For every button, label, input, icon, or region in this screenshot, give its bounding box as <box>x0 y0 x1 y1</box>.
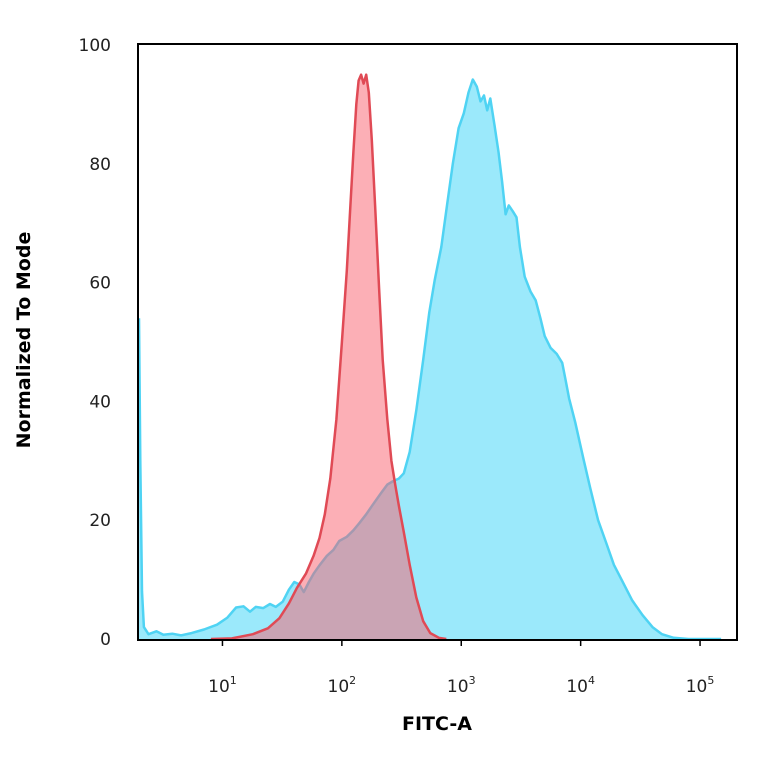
x-tick-label: 105 <box>686 674 715 697</box>
x-tick-base: 10 <box>566 677 588 697</box>
plot-frame <box>137 43 738 641</box>
y-axis-ticks: 0 20 40 60 80 100 <box>79 36 111 650</box>
series-1-area <box>139 79 722 639</box>
x-tick-label: 101 <box>208 674 237 697</box>
y-tick-label: 0 <box>100 630 111 650</box>
x-tick-base: 10 <box>447 677 469 697</box>
y-tick-label: 40 <box>89 392 111 412</box>
x-tick-label: 102 <box>328 674 357 697</box>
x-tick-exponent: 5 <box>707 674 714 687</box>
x-tick-exponent: 3 <box>469 674 476 687</box>
x-tick-exponent: 2 <box>349 674 356 687</box>
x-axis-ticks: 101 102 103 104 105 <box>208 640 714 697</box>
x-tick-label: 103 <box>447 674 476 697</box>
x-tick-exponent: 1 <box>230 674 237 687</box>
series-2-line <box>210 73 447 641</box>
x-axis-title: FITC-A <box>402 713 472 735</box>
series-2-area <box>210 74 447 639</box>
series-1-line <box>137 78 722 641</box>
y-tick-label: 80 <box>89 155 111 175</box>
y-tick-label: 60 <box>89 274 111 294</box>
x-tick-label: 104 <box>566 674 595 697</box>
x-tick-base: 10 <box>686 677 708 697</box>
y-tick-label: 20 <box>89 511 111 531</box>
x-tick-exponent: 4 <box>588 674 595 687</box>
x-tick-base: 10 <box>328 677 350 697</box>
y-axis-title: Normalized To Mode <box>13 232 35 449</box>
y-tick-label: 100 <box>79 36 111 56</box>
series-layer <box>137 73 722 641</box>
x-tick-base: 10 <box>208 677 230 697</box>
